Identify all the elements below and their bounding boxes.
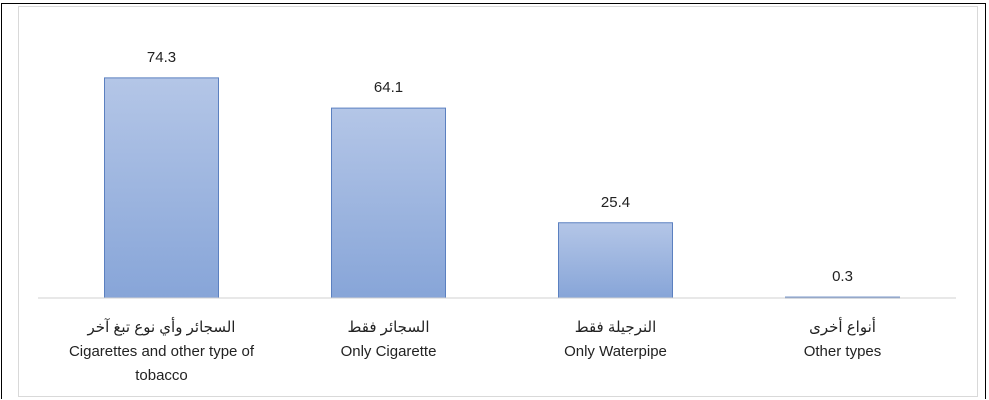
category-english: Only Cigarette [340,343,437,360]
bar [104,77,219,299]
value-label: 74.3 [147,49,176,66]
x-tick-label: السجائر وأي نوع تبغ آخر Cigarettes and ot… [52,316,272,388]
category-english: Only Waterpipe [564,343,667,360]
category-arabic: النرجيلة فقط [574,319,657,336]
value-label: 0.3 [832,268,853,285]
x-tick-label: أنواع أخرى Other types [733,316,953,364]
category-english: Other types [803,343,882,360]
category-english: Cigarettes and other type of tobacco [68,343,255,384]
x-tick-label: النرجيلة فقط Only Waterpipe [506,316,726,364]
value-label: 64.1 [374,79,403,96]
frame [1,3,986,399]
category-arabic: السجائر وأي نوع تبغ آخر [87,319,236,336]
chart-area [18,6,978,397]
category-arabic: أنواع أخرى [809,319,876,336]
x-tick-label: السجائر فقط Only Cigarette [279,316,499,364]
bar [331,107,446,299]
bar [558,222,673,299]
category-arabic: السجائر فقط [347,319,430,336]
value-label: 25.4 [601,194,630,211]
